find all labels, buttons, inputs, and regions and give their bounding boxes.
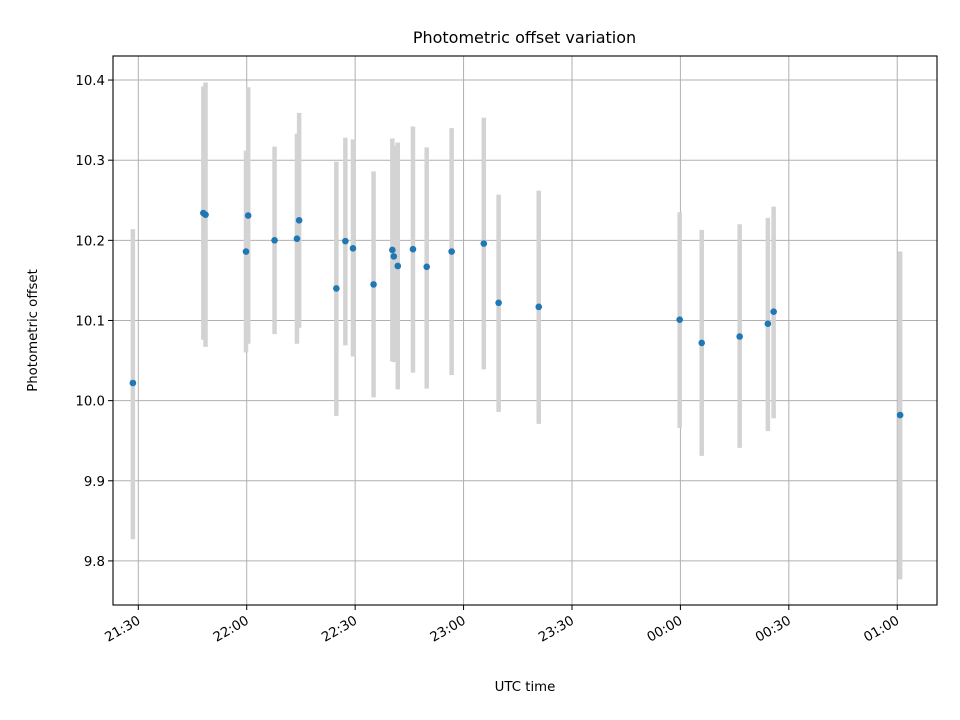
data-point [698,339,706,347]
y-tick-label: 10.4 [75,74,105,89]
data-point [244,212,252,219]
data-points [129,209,904,419]
data-point [423,263,430,271]
data-point [770,308,777,315]
y-tick-label: 10.2 [75,234,105,249]
y-axis-label: Photometric offset [26,269,41,392]
y-tick-label: 10.3 [75,154,105,169]
y-tick-label: 10.1 [75,314,105,329]
chart-title: Photometric offset variation [413,28,636,47]
data-point [495,299,502,307]
data-point [295,216,303,224]
plot-frame [112,55,938,606]
y-axis-ticks: 9.8 9.9 10.0 10.1 10.2 10.3 10.4 [75,74,113,570]
data-point [333,285,340,292]
data-point [242,248,250,255]
data-point [390,253,398,260]
data-point [409,245,417,253]
y-tick-label: 9.8 [84,555,105,570]
data-point [389,246,396,254]
data-point [480,240,488,247]
y-tick-label: 10.0 [75,395,105,410]
data-point [535,303,543,311]
data-point [736,333,743,340]
data-point [349,245,357,252]
data-point [202,211,209,218]
data-point [394,262,402,270]
y-tick-label: 9.9 [84,475,105,490]
data-point [129,379,137,387]
data-point [676,316,683,323]
data-point [448,248,455,255]
data-point [764,320,772,327]
data-point [342,237,349,245]
data-point [370,281,377,288]
data-point [896,411,904,419]
data-point [293,235,301,243]
x-axis-label: UTC time [495,680,556,695]
data-point [271,237,278,244]
